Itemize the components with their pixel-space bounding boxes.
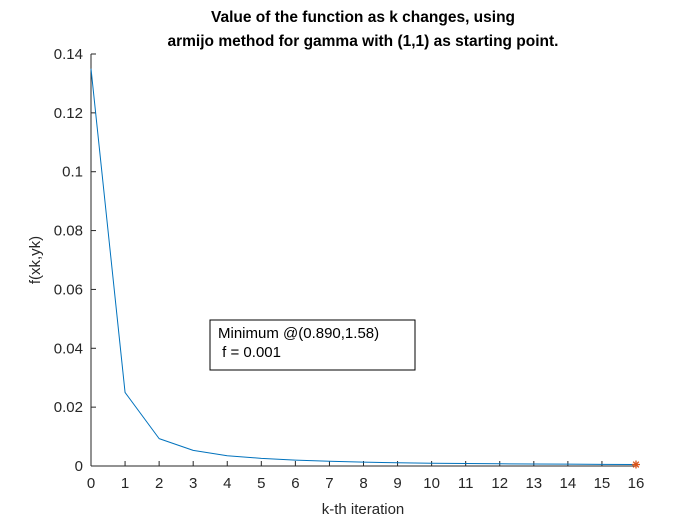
x-tick-label: 7 xyxy=(325,475,333,492)
plot-area xyxy=(91,54,636,466)
chart-title-line-1: Value of the function as k changes, usin… xyxy=(211,9,515,26)
y-tick-label: 0.1 xyxy=(62,164,83,181)
annotation-box: Minimum @(0.890,1.58) f = 0.001 xyxy=(210,320,415,370)
y-tick-label: 0.04 xyxy=(54,340,83,357)
x-tick-label: 0 xyxy=(87,475,95,492)
x-tick-label: 12 xyxy=(491,475,508,492)
y-tick-label: 0.08 xyxy=(54,223,83,240)
x-tick-label: 15 xyxy=(594,475,611,492)
x-tick-label: 3 xyxy=(189,475,197,492)
y-tick-label: 0.14 xyxy=(54,46,83,63)
x-tick-label: 2 xyxy=(155,475,163,492)
x-tick-label: 1 xyxy=(121,475,129,492)
x-tick-label: 14 xyxy=(560,475,577,492)
x-tick-label: 16 xyxy=(628,475,645,492)
x-tick-label: 8 xyxy=(359,475,367,492)
y-tick-label: 0.06 xyxy=(54,281,83,298)
minimum-marker xyxy=(632,461,640,469)
x-tick-label: 5 xyxy=(257,475,265,492)
x-tick-label: 6 xyxy=(291,475,299,492)
annotation-line-1: Minimum @(0.890,1.58) xyxy=(218,325,379,342)
x-tick-label: 9 xyxy=(393,475,401,492)
x-tick-label: 10 xyxy=(423,475,440,492)
x-axis-label: k-th iteration xyxy=(322,501,405,518)
y-tick-label: 0 xyxy=(75,458,83,475)
marker-layer xyxy=(632,461,640,469)
annotation-line-2: f = 0.001 xyxy=(218,344,281,361)
x-tick-label: 4 xyxy=(223,475,231,492)
chart-title-line-2: armijo method for gamma with (1,1) as st… xyxy=(168,33,559,50)
y-tick-label: 0.02 xyxy=(54,399,83,416)
x-tick-label: 11 xyxy=(458,475,474,492)
y-axis-label: f(xk,yk) xyxy=(27,236,44,284)
y-tick-label: 0.12 xyxy=(54,105,83,122)
x-tick-label: 13 xyxy=(525,475,542,492)
